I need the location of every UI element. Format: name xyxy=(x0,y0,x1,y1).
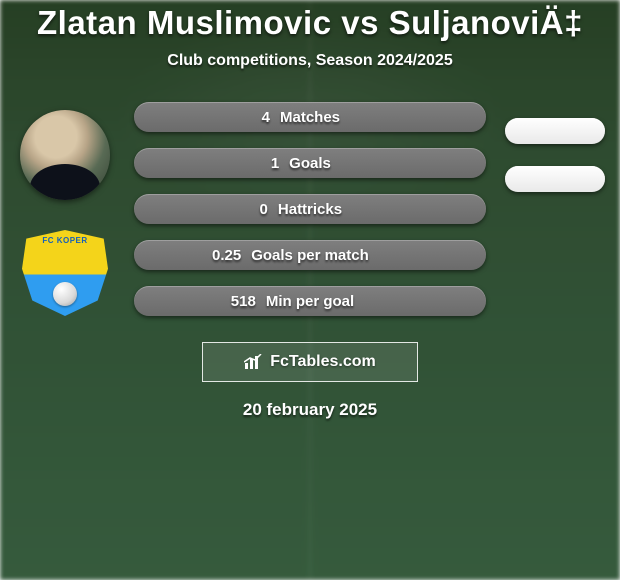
brand-box[interactable]: FcTables.com xyxy=(202,342,418,382)
stat-label: Matches xyxy=(270,109,350,126)
crest-label: FC KOPER xyxy=(22,236,108,245)
stat-left-value: 1 xyxy=(148,155,279,172)
stats-rows: 4 Matches 1 Goals 0 Hattricks 0.25 Goals… xyxy=(130,102,490,316)
right-player-column xyxy=(490,102,620,192)
club-crest: FC KOPER xyxy=(22,230,108,316)
stat-left-value: 4 xyxy=(148,109,270,126)
player-avatar xyxy=(20,110,110,200)
stat-row: 1 Goals xyxy=(134,148,486,178)
page-subtitle: Club competitions, Season 2024/2025 xyxy=(0,52,620,70)
bar-chart-icon xyxy=(244,354,264,370)
stat-label: Min per goal xyxy=(256,293,364,310)
blank-chip xyxy=(505,118,605,144)
brand-text: FcTables.com xyxy=(270,353,376,371)
stat-left-value: 0 xyxy=(148,201,268,218)
stat-left-value: 0.25 xyxy=(148,247,241,264)
stat-label: Hattricks xyxy=(268,201,352,218)
stat-row: 4 Matches xyxy=(134,102,486,132)
date-text: 20 february 2025 xyxy=(0,400,620,420)
stat-label: Goals per match xyxy=(241,247,379,264)
stat-left-value: 518 xyxy=(148,293,256,310)
stat-row: 0 Hattricks xyxy=(134,194,486,224)
stat-row: 518 Min per goal xyxy=(134,286,486,316)
page-title: Zlatan Muslimovic vs SuljanoviÄ‡ xyxy=(0,4,620,42)
ball-icon xyxy=(53,282,77,306)
left-player-column: FC KOPER xyxy=(0,102,130,316)
stat-label: Goals xyxy=(279,155,341,172)
blank-chip xyxy=(505,166,605,192)
stat-row: 0.25 Goals per match xyxy=(134,240,486,270)
